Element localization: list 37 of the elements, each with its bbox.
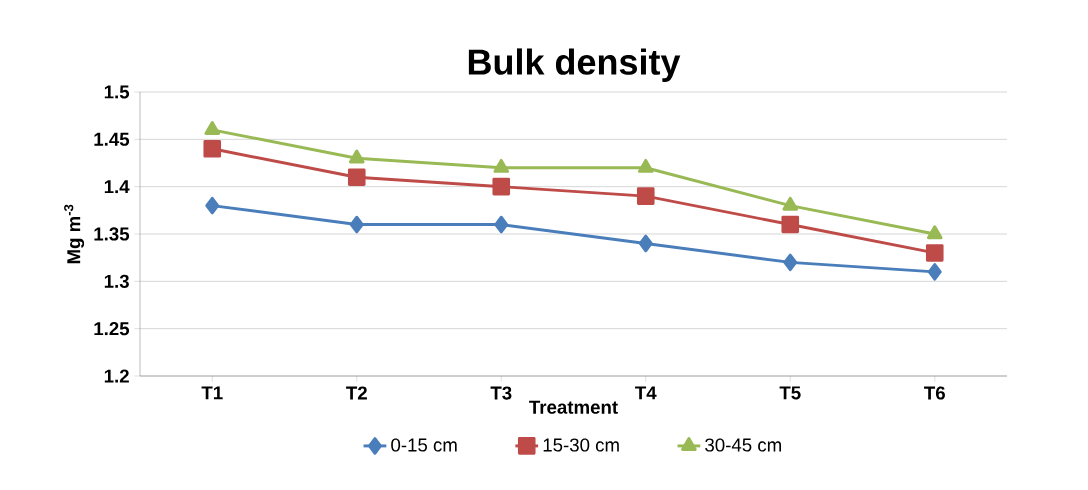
x-tick-label: T6: [924, 386, 945, 400]
point: [783, 253, 798, 272]
point: [493, 158, 510, 173]
y-tick-label: 1.5: [104, 85, 130, 99]
point: [782, 196, 799, 211]
point: [926, 225, 943, 240]
point: [638, 234, 653, 253]
point: [492, 177, 511, 196]
x-tick-label: T1: [201, 386, 223, 400]
point: [927, 263, 942, 281]
x-tick-label: T4: [635, 386, 657, 400]
y-tick-label: 1.35: [94, 227, 130, 241]
legend-label: 15-30 cm: [543, 438, 619, 452]
point: [205, 196, 220, 215]
point: [204, 121, 221, 135]
x-axis-title: Treatment: [529, 400, 618, 414]
legend-label: 30-45 cm: [705, 438, 781, 452]
y-tick-label: 1.45: [94, 132, 130, 146]
point: [203, 140, 222, 158]
point: [781, 215, 800, 234]
point: [925, 244, 944, 262]
y-tick-label: 1.4: [104, 180, 130, 194]
y-tick-label: 1.2: [104, 369, 129, 383]
point: [349, 215, 364, 234]
y-tick-label: 1.25: [94, 322, 130, 336]
point: [348, 149, 365, 164]
x-tick-label: T2: [346, 386, 367, 400]
y-tick-label: 1.3: [104, 274, 129, 288]
point: [494, 215, 509, 234]
x-tick-label: T3: [490, 386, 512, 400]
legend-label: 0-15 cm: [391, 438, 457, 452]
chart-title: Bulk density: [468, 48, 681, 82]
point: [637, 158, 654, 173]
y-axis-title: Mg m$^{-3}$: [64, 204, 85, 264]
point: [636, 187, 655, 205]
point: [347, 168, 366, 187]
x-tick-label: T5: [779, 386, 801, 400]
